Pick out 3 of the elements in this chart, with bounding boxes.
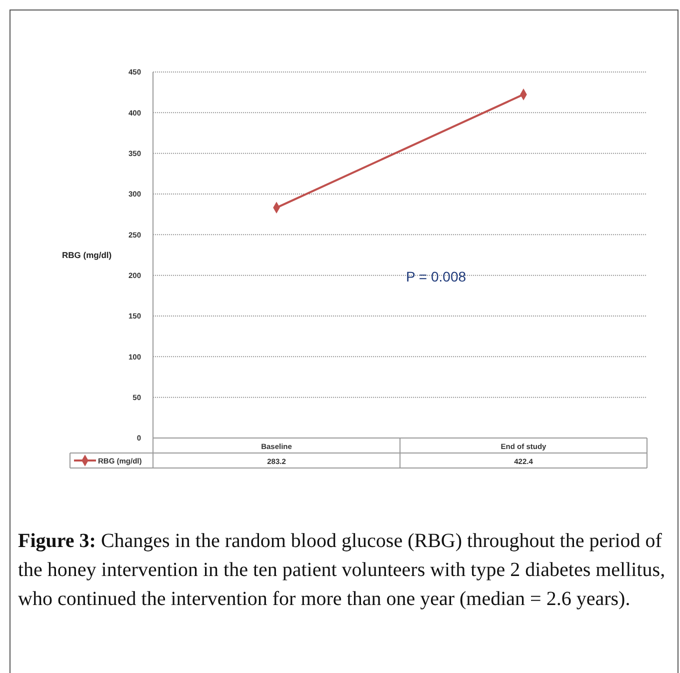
y-axis-title: RBG (mg/dl) [62,250,112,260]
caption: Figure 3: Changes in the random blood glucose (RBG) throughout the period of the honey intervention in the ten patient volunteers with type 2 diabetes mellitus, who continued the intervention for more than one year (median = 2.6 years). [18,530,666,610]
annotation: P = 0.008 [406,268,466,284]
